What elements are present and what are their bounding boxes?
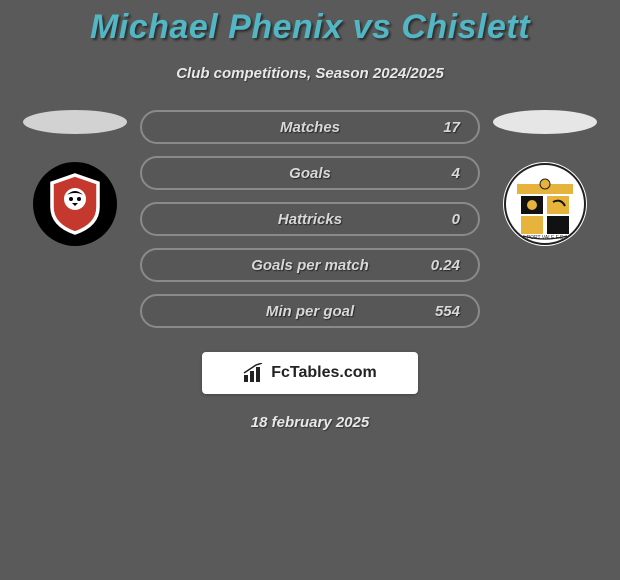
stat-row: Min per goal 554 — [140, 294, 480, 328]
stat-value: 0.24 — [410, 257, 460, 274]
right-player-column: PORT VALE F.C — [490, 110, 600, 246]
left-player-ellipse — [23, 110, 127, 134]
page-title: Michael Phenix vs Chislett — [0, 8, 620, 47]
shield-icon — [48, 173, 102, 235]
left-player-column — [20, 110, 130, 246]
stats-area: Matches 17 Goals 4 Hattricks 0 Goals per… — [0, 110, 620, 328]
comparison-card: Michael Phenix vs Chislett Club competit… — [0, 0, 620, 431]
club-badge-icon: PORT VALE F.C — [503, 162, 587, 246]
stat-row: Goals per match 0.24 — [140, 248, 480, 282]
stat-label: Goals — [289, 165, 331, 182]
right-club-crest: PORT VALE F.C — [503, 162, 587, 246]
brand-box: FcTables.com — [202, 352, 418, 394]
stat-label: Matches — [280, 119, 340, 136]
left-club-crest — [33, 162, 117, 246]
stat-value: 4 — [410, 165, 460, 182]
brand-text: FcTables.com — [271, 364, 377, 382]
stat-value: 0 — [410, 211, 460, 228]
svg-text:PORT VALE F.C: PORT VALE F.C — [527, 235, 564, 241]
right-player-ellipse — [493, 110, 597, 134]
bar-chart-icon — [243, 363, 265, 383]
stat-label: Min per goal — [266, 303, 354, 320]
stat-value: 17 — [410, 119, 460, 136]
stat-label: Hattricks — [278, 211, 342, 228]
stat-row: Hattricks 0 — [140, 202, 480, 236]
subtitle: Club competitions, Season 2024/2025 — [0, 65, 620, 82]
stat-row: Matches 17 — [140, 110, 480, 144]
stat-rows: Matches 17 Goals 4 Hattricks 0 Goals per… — [140, 110, 480, 328]
stat-row: Goals 4 — [140, 156, 480, 190]
date-text: 18 february 2025 — [0, 414, 620, 431]
stat-value: 554 — [410, 303, 460, 320]
stat-label: Goals per match — [251, 257, 369, 274]
